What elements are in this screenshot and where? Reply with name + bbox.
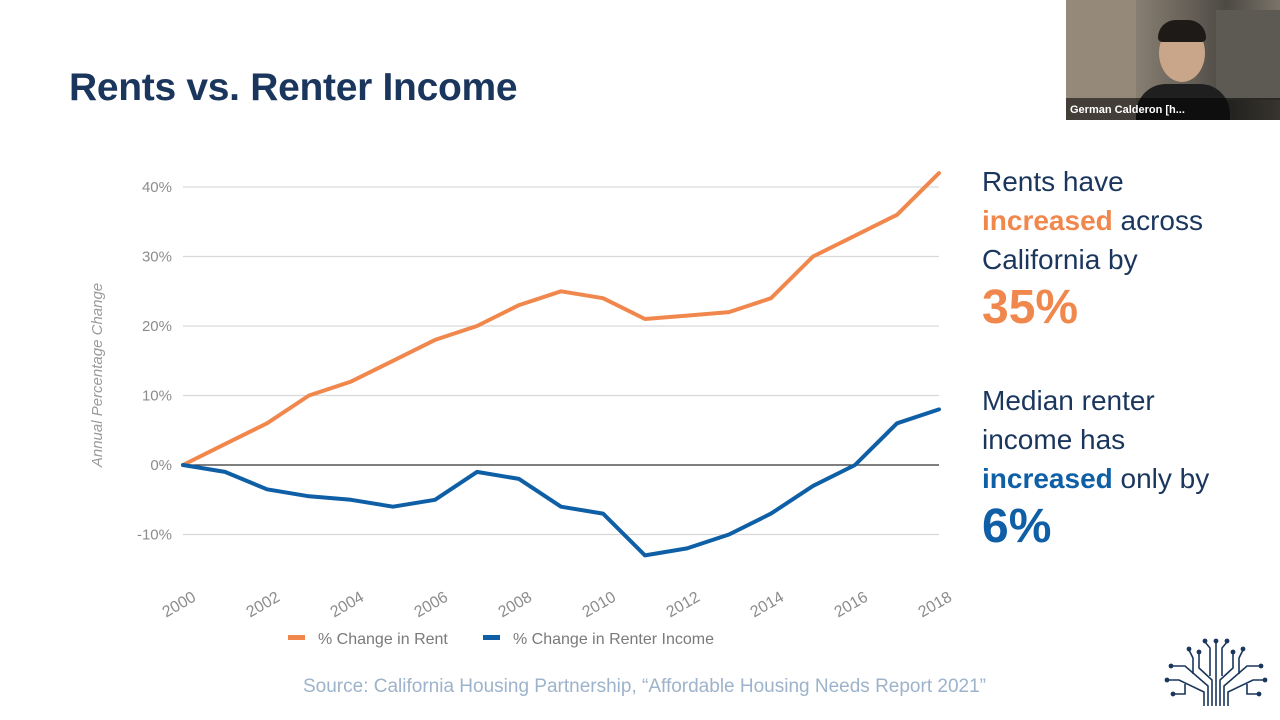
chart-series (181, 171, 941, 558)
legend-label-rent: % Change in Rent (318, 631, 448, 648)
participant-hair (1158, 20, 1206, 42)
participant-name-bar (1066, 98, 1280, 120)
legend-swatch-income (483, 635, 500, 640)
participant-video-tile[interactable]: German Calderon [h... (1066, 0, 1280, 120)
x-tick-label: 2018 (916, 589, 955, 622)
chart-legend: % Change in Rent % Change in Renter Inco… (288, 631, 714, 648)
x-tick-label: 2012 (664, 589, 703, 622)
y-tick-label: -10% (137, 527, 172, 544)
legend-label-income: % Change in Renter Income (513, 631, 714, 648)
rent-big-value: 35% (982, 281, 1079, 334)
circuit-tree-logo-icon (1164, 638, 1268, 706)
x-tick-label: 2000 (160, 589, 199, 622)
income-callout: Median renter income has increased only … (982, 381, 1209, 556)
income-callout-line3: increased only by (982, 459, 1209, 498)
chart-grid (183, 186, 939, 536)
x-tick-label: 2014 (748, 589, 787, 622)
y-tick-label: 30% (142, 249, 172, 266)
participant-name: German Calderon [h... (1070, 104, 1185, 116)
rent-callout-line2-rest: across (1112, 205, 1203, 236)
y-axis-ticks: -10% 0% 10% 20% 30% 40% (137, 179, 172, 544)
income-series-line (181, 407, 941, 558)
legend-swatch-rent (288, 635, 305, 640)
x-tick-label: 2008 (496, 589, 535, 622)
source-citation: Source: California Housing Partnership, … (303, 676, 986, 697)
rent-callout-line1: Rents have (982, 166, 1124, 197)
slide-title: Rents vs. Renter Income (69, 66, 518, 109)
income-callout-line3-rest: only by (1112, 463, 1210, 494)
x-tick-label: 2004 (328, 589, 367, 622)
video-background-shelf (1216, 10, 1280, 100)
x-tick-label: 2002 (244, 589, 283, 622)
y-tick-label: 10% (142, 388, 172, 405)
x-tick-label: 2010 (580, 589, 619, 622)
income-callout-line2: income has (982, 424, 1126, 455)
x-axis-ticks: 2000 2002 2004 2006 2008 2010 2012 2014 2016 2018 (160, 589, 955, 622)
income-highlight: increased (982, 463, 1113, 494)
y-tick-label: 20% (142, 318, 172, 335)
y-tick-label: 40% (142, 179, 172, 196)
y-axis-label: Annual Percentage Change (89, 283, 106, 468)
rent-callout-line2: increased across (982, 201, 1203, 240)
rent-series-line (181, 171, 941, 467)
income-big-value: 6% (982, 500, 1052, 553)
x-tick-label: 2006 (412, 589, 451, 622)
rent-callout: Rents have increased across California b… (982, 162, 1203, 337)
income-callout-line1: Median renter (982, 385, 1155, 416)
x-tick-label: 2016 (832, 589, 871, 622)
rent-highlight: increased (982, 205, 1113, 236)
y-tick-label: 0% (150, 457, 172, 474)
rent-callout-line3: California by (982, 244, 1138, 275)
